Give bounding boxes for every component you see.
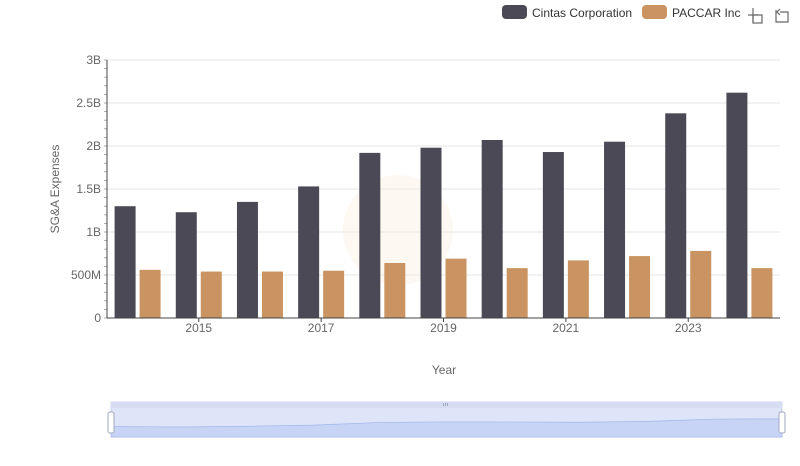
bar-cintas-corporation-2015 [175,212,197,318]
legend-label: PACCAR Inc [672,6,740,20]
y-tick-label: 2.5B [76,96,101,110]
data-zoom-grip-icon[interactable] [443,403,448,406]
x-axis-title: Year [432,363,456,377]
y-tick-label: 3B [86,53,101,67]
axes: 0 500M 1B 1.5B 2B 2.5B 3B 2015 2017 2019 2021 2023 [71,53,780,335]
legend[interactable]: Cintas Corporation PACCAR Inc [502,5,740,20]
bar-paccar-inc-2017 [323,270,345,318]
x-tick-label: 2021 [553,321,580,335]
legend-swatch [502,5,527,19]
x-tick-label: 2017 [308,321,335,335]
bar-cintas-corporation-2019 [420,147,442,318]
bar-paccar-inc-2024 [751,268,773,318]
y-axis-title: SG&A Expenses [48,145,62,234]
data-zoom-selection[interactable] [111,408,782,437]
bar-cintas-corporation-2023 [665,113,687,318]
bar-paccar-inc-2018 [384,262,406,318]
bar-paccar-inc-2022 [629,256,651,318]
bar-paccar-inc-2019 [445,258,467,318]
data-zoom-left-handle[interactable] [107,411,115,434]
bar-cintas-corporation-2014 [114,206,136,318]
data-zoom-right-handle[interactable] [778,411,786,434]
y-tick-label: 2B [86,139,101,153]
bar-cintas-corporation-2017 [298,186,320,318]
bar-paccar-inc-2015 [200,271,222,318]
bar-paccar-inc-2014 [139,269,161,318]
y-tick-label: 0 [94,311,101,325]
bar-cintas-corporation-2021 [542,152,564,318]
bar-paccar-inc-2023 [690,250,712,318]
bar-cintas-corporation-2022 [604,141,626,318]
bar-paccar-inc-2021 [567,260,589,318]
data-zoom-top-bar[interactable] [111,402,782,408]
bar-cintas-corporation-2020 [481,139,503,318]
legend-label: Cintas Corporation [532,6,632,20]
y-tick-label: 1.5B [76,182,101,196]
bar-paccar-inc-2016 [261,271,283,318]
x-tick-label: 2019 [430,321,457,335]
y-tick-label: 1B [86,225,101,239]
bar-cintas-corporation-2024 [726,92,748,319]
y-tick-label: 500M [71,268,101,282]
bar-cintas-corporation-2018 [359,152,381,318]
restore-icon[interactable] [775,8,789,23]
legend-item-cintas-corporation[interactable]: Cintas Corporation [502,5,632,20]
legend-item-paccar-inc[interactable]: PACCAR Inc [642,5,740,20]
bar-cintas-corporation-2016 [236,201,258,318]
bar-paccar-inc-2020 [506,268,528,318]
zoom-area-icon[interactable] [748,8,763,24]
x-tick-label: 2023 [675,321,702,335]
data-zoom-slider[interactable] [107,401,786,438]
data-zoom-preview-area [110,418,783,438]
x-tick-label: 2015 [185,321,212,335]
bars [114,92,773,319]
legend-swatch [642,5,667,19]
